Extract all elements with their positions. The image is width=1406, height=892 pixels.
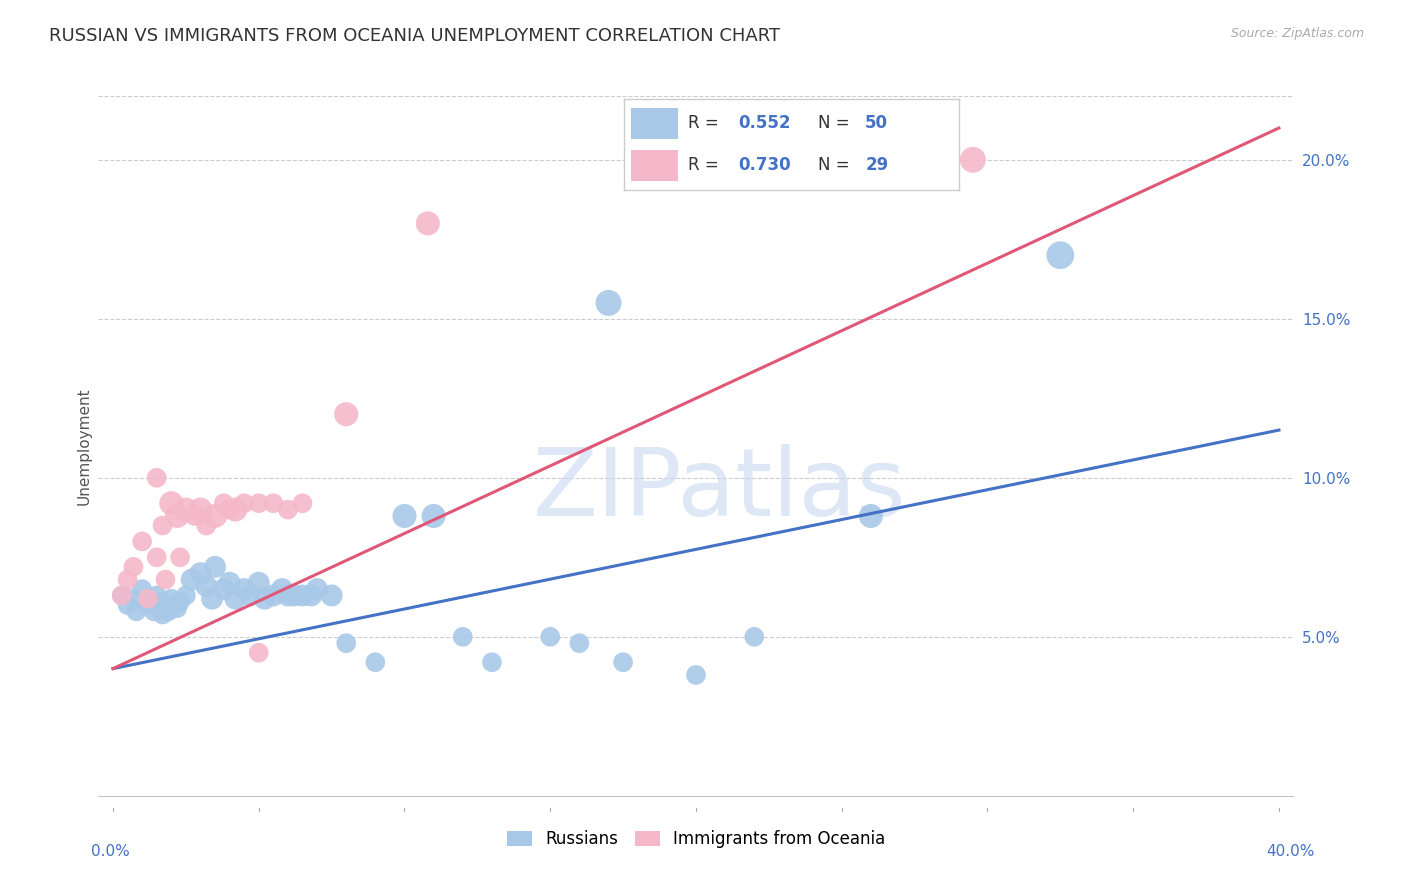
Point bbox=[218, 575, 240, 590]
Y-axis label: Unemployment: Unemployment bbox=[76, 387, 91, 505]
Point bbox=[183, 508, 205, 523]
Point bbox=[253, 591, 276, 606]
Point bbox=[195, 579, 218, 593]
Point bbox=[277, 502, 299, 516]
Point bbox=[131, 582, 153, 596]
Point bbox=[451, 630, 474, 644]
Point bbox=[125, 604, 148, 618]
Point bbox=[283, 589, 305, 603]
Text: Source: ZipAtlas.com: Source: ZipAtlas.com bbox=[1230, 27, 1364, 40]
Point bbox=[174, 502, 197, 516]
Point bbox=[218, 502, 240, 516]
Point bbox=[204, 559, 226, 574]
Point bbox=[122, 559, 145, 574]
Point bbox=[117, 598, 139, 612]
Legend: Russians, Immigrants from Oceania: Russians, Immigrants from Oceania bbox=[501, 823, 891, 855]
Point bbox=[262, 589, 284, 603]
Point bbox=[247, 646, 270, 660]
Point bbox=[247, 496, 270, 510]
Point bbox=[212, 496, 235, 510]
Point bbox=[155, 598, 177, 612]
Point bbox=[416, 216, 439, 230]
Point bbox=[291, 589, 314, 603]
Point bbox=[271, 582, 294, 596]
Point bbox=[169, 595, 191, 609]
Point bbox=[145, 471, 167, 485]
Point bbox=[111, 589, 134, 603]
Point bbox=[742, 630, 765, 644]
Point bbox=[166, 601, 188, 615]
Point bbox=[299, 589, 322, 603]
Point bbox=[157, 604, 180, 618]
Point bbox=[152, 518, 174, 533]
Point bbox=[568, 636, 591, 650]
Text: ZIPatlas: ZIPatlas bbox=[533, 444, 907, 536]
Text: RUSSIAN VS IMMIGRANTS FROM OCEANIA UNEMPLOYMENT CORRELATION CHART: RUSSIAN VS IMMIGRANTS FROM OCEANIA UNEMP… bbox=[49, 27, 780, 45]
Point bbox=[262, 496, 284, 510]
Point bbox=[152, 607, 174, 622]
Point bbox=[195, 518, 218, 533]
Point bbox=[685, 668, 707, 682]
Point bbox=[335, 636, 357, 650]
Point bbox=[364, 655, 387, 669]
Point bbox=[538, 630, 561, 644]
Point bbox=[212, 582, 235, 596]
Point bbox=[247, 575, 270, 590]
Point bbox=[481, 655, 503, 669]
Point bbox=[305, 582, 328, 596]
Point bbox=[224, 502, 246, 516]
Point bbox=[224, 591, 246, 606]
Text: 0.0%: 0.0% bbox=[91, 845, 131, 859]
Point bbox=[598, 296, 620, 310]
Point bbox=[180, 573, 202, 587]
Point bbox=[190, 502, 212, 516]
Point bbox=[155, 573, 177, 587]
Text: 40.0%: 40.0% bbox=[1267, 845, 1315, 859]
Point bbox=[160, 496, 183, 510]
Point bbox=[233, 582, 256, 596]
Point bbox=[962, 153, 984, 167]
Point bbox=[612, 655, 634, 669]
Point bbox=[174, 589, 197, 603]
Point bbox=[859, 508, 882, 523]
Point bbox=[131, 534, 153, 549]
Point bbox=[233, 496, 256, 510]
Point bbox=[122, 591, 145, 606]
Point bbox=[190, 566, 212, 581]
Point bbox=[169, 550, 191, 565]
Point bbox=[145, 550, 167, 565]
Point bbox=[136, 591, 159, 606]
Point bbox=[394, 508, 416, 523]
Point bbox=[145, 589, 167, 603]
Point bbox=[277, 589, 299, 603]
Point bbox=[160, 591, 183, 606]
Point bbox=[111, 589, 134, 603]
Point bbox=[291, 496, 314, 510]
Point bbox=[142, 604, 165, 618]
Point bbox=[136, 598, 159, 612]
Point bbox=[149, 595, 172, 609]
Point bbox=[201, 591, 224, 606]
Point bbox=[204, 508, 226, 523]
Point bbox=[166, 508, 188, 523]
Point bbox=[1049, 248, 1071, 262]
Point bbox=[117, 573, 139, 587]
Point bbox=[335, 407, 357, 421]
Point bbox=[422, 508, 444, 523]
Point bbox=[321, 589, 343, 603]
Point bbox=[239, 589, 262, 603]
